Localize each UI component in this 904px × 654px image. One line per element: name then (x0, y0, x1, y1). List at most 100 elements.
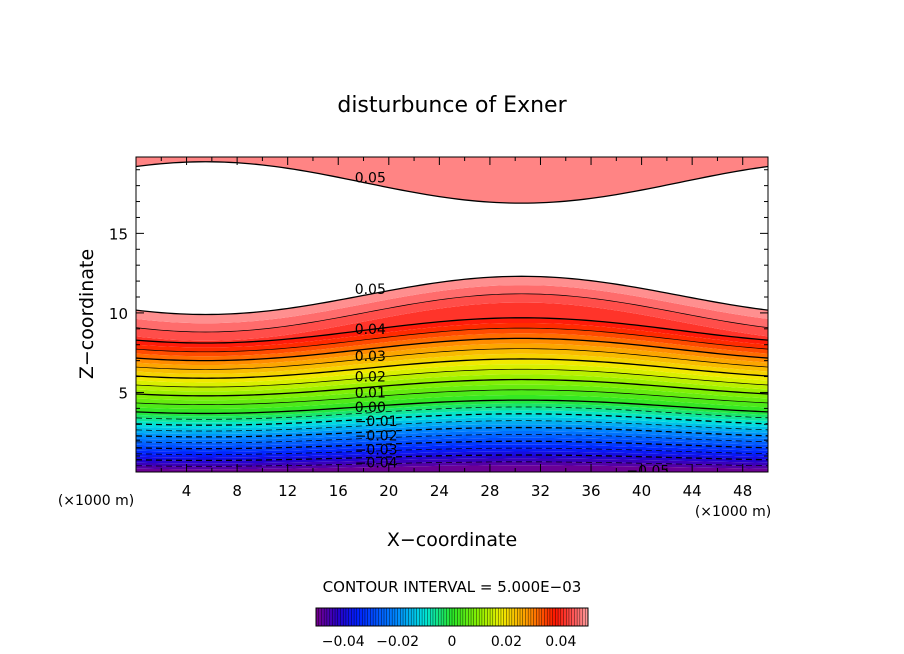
colorbar-tick-label: 0.02 (491, 634, 522, 650)
colorbar-segment (492, 608, 496, 626)
contour-label: −0.02 (355, 428, 398, 444)
contour-band (136, 343, 768, 370)
colorbar-segment (373, 608, 377, 626)
x-tick-label: 8 (232, 482, 242, 500)
contour-line (136, 358, 768, 379)
x-tick-label: 44 (683, 482, 702, 500)
plot-frame (135, 156, 769, 473)
colorbar-segment (394, 608, 398, 626)
colorbar-segment (427, 608, 431, 626)
colorbar-segment (490, 608, 494, 626)
contour-line (136, 399, 768, 415)
colorbar-segment (351, 608, 355, 626)
contour-line (136, 413, 768, 426)
y-axis-ticks: 5 10 15 (109, 169, 768, 457)
colorbar-segment (432, 608, 436, 626)
x-tick-label: 48 (733, 482, 752, 500)
x-tick-label: 24 (430, 482, 449, 500)
contour-label: 0.05 (355, 282, 386, 298)
contour-band-upper (136, 157, 768, 204)
colorbar-segment (356, 608, 360, 626)
colorbar-segment (413, 608, 417, 626)
contour-line (136, 337, 768, 362)
colorbar-segment (471, 608, 475, 626)
contour-band (136, 427, 768, 440)
contour-band (136, 302, 768, 344)
chart-title: disturbunce of Exner (337, 93, 567, 118)
contour-band (136, 454, 768, 464)
contour-line (136, 378, 768, 397)
colorbar-segment (367, 608, 371, 626)
contour-interval-text: CONTOUR INTERVAL = 5.000E−03 (323, 578, 582, 596)
colorbar-segment (452, 608, 456, 626)
contour-line (136, 434, 768, 444)
y-axis-label: Z−coordinate (76, 249, 98, 379)
contour-line (136, 327, 768, 353)
colorbar-segment (364, 608, 368, 626)
colorbar-segment (403, 608, 407, 626)
contour-band (136, 394, 768, 414)
colorbar-segment (528, 608, 532, 626)
contour-band (136, 384, 768, 405)
contour-band (136, 400, 768, 417)
colorbar-segment (547, 608, 551, 626)
colorbar-segment (335, 608, 339, 626)
x-tick-label: 36 (581, 482, 600, 500)
colorbar-segment (318, 608, 322, 626)
x-axis-ticks: 4 8 12 16 20 24 28 32 36 40 44 48 (160, 157, 752, 500)
colorbar-segment (574, 608, 578, 626)
colorbar-segment (454, 608, 458, 626)
colorbar-segment (446, 608, 450, 626)
contour-band (136, 465, 768, 472)
contour-lines (136, 161, 768, 467)
contour-line (136, 420, 768, 432)
colorbar-segment (408, 608, 412, 626)
colorbar-segment (416, 608, 420, 626)
contour-band (136, 461, 768, 470)
x-tick-label: 4 (182, 482, 192, 500)
contour-labels: 0.050.050.040.030.020.010.00−0.01−0.02−0… (355, 171, 670, 472)
colorbar-segment (571, 608, 575, 626)
colorbar-segment (316, 608, 320, 626)
contour-band (136, 364, 768, 388)
colorbar-segment (500, 608, 504, 626)
contour-band (136, 338, 768, 366)
colorbar-segment (465, 608, 469, 626)
contour-band (136, 379, 768, 401)
contour-band (136, 322, 768, 352)
contour-line (136, 317, 768, 344)
y-tick-label: 5 (118, 384, 128, 402)
contour-band (136, 420, 768, 434)
x-unit-left: (×1000 m) (58, 493, 134, 509)
colorbar-segment (389, 608, 393, 626)
colorbar-segment (384, 608, 388, 626)
colorbar-segment (517, 608, 521, 626)
contour-band (136, 444, 768, 455)
contour-band (136, 317, 768, 348)
colorbar-segment (552, 608, 556, 626)
colorbar-segment (473, 608, 477, 626)
colorbar-segment (422, 608, 426, 626)
colorbar-segment (568, 608, 572, 626)
contour-label: 0.03 (355, 349, 386, 365)
contour-band (136, 458, 768, 467)
x-tick-label: 16 (329, 482, 348, 500)
colorbar-segment (362, 608, 366, 626)
colorbar-segment (438, 608, 442, 626)
colorbar-segment (324, 608, 328, 626)
colorbar-segment (539, 608, 543, 626)
contour-line (136, 461, 768, 467)
colorbar-segment (484, 608, 488, 626)
colorbar-segment (533, 608, 537, 626)
colorbar-segment (430, 608, 434, 626)
colorbar-segment (405, 608, 409, 626)
x-axis-label: X−coordinate (387, 529, 517, 551)
colorbar-tick-label: −0.02 (376, 634, 419, 650)
contour-plot-area: 0.050.050.040.030.020.010.00−0.01−0.02−0… (136, 157, 768, 472)
colorbar-segment (509, 608, 513, 626)
colorbar-segment (457, 608, 461, 626)
colorbar-segment (343, 608, 347, 626)
colorbar-segment (435, 608, 439, 626)
contour-band (136, 389, 768, 410)
contour-band (136, 451, 768, 461)
